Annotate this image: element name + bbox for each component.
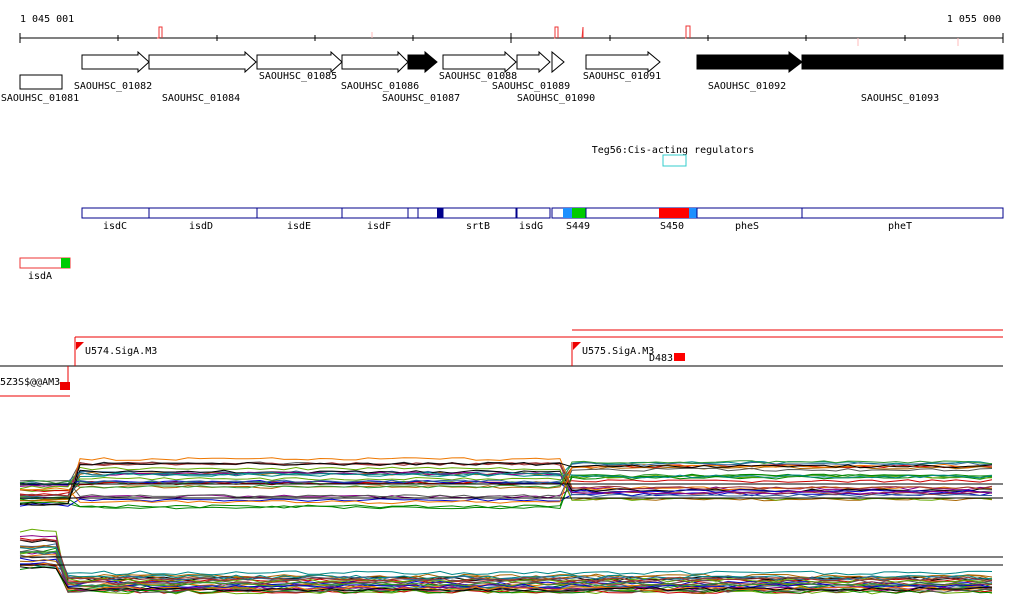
profile-line [19,461,993,506]
scale-start: 1 045 001 [20,14,74,25]
promoter-label: D483 [649,353,673,364]
profile-line [19,471,993,503]
profile-line [19,548,993,594]
profile-line [19,461,993,498]
gene-label: SAOUHSC_01090 [517,93,595,104]
profile-line [19,550,993,583]
gene-label: SAOUHSC_01091 [583,71,661,82]
gene-label: SAOUHSC_01093 [861,93,939,104]
profile-line [19,471,993,486]
feature-label: isdD [189,221,213,232]
regulator-box [662,154,687,167]
profile-line [19,486,993,500]
signal-spikes [157,25,959,46]
profile-line [19,550,993,587]
profile-line [19,473,993,510]
feature-label: pheT [888,221,912,232]
promoter-label: U574.SigA.M3 [85,346,157,357]
gene-label: SAOUHSC_01087 [382,93,460,104]
regulator-label: Teg56:Cis-acting regulators [592,145,755,156]
profile-line [19,475,993,509]
scale-axis [19,33,1004,43]
feature-label: S450 [660,221,684,232]
profile-line [19,563,993,576]
gene-label: SAOUHSC_01086 [341,81,419,92]
expression-profiles [19,457,1003,595]
gene-label: SAOUHSC_01084 [162,93,240,104]
profile-line [19,474,993,492]
feature-label: isdE [287,221,311,232]
operon-label: isdA [28,271,52,282]
gene-track [19,50,1004,90]
profile-line [19,566,993,592]
feature-label: S449 [566,221,590,232]
gene-label: SAOUHSC_01089 [492,81,570,92]
profile-line [19,546,993,580]
profile-line [19,538,993,582]
feature-track [81,207,1004,219]
gene-label: SAOUHSC_01092 [708,81,786,92]
profile-line [19,479,993,494]
profile-line [19,460,993,489]
gene-label: SAOUHSC_01082 [74,81,152,92]
gene-label: SAOUHSC_01088 [439,71,517,82]
scale-end: 1 055 000 [947,14,1001,25]
gene-label: SAOUHSC_01085 [259,71,337,82]
profile-line [19,559,993,579]
feature-label: isdG [519,221,543,232]
gene-label: SAOUHSC_01081 [1,93,79,104]
promoter-label: U575.SigA.M3 [582,346,654,357]
feature-label: isdF [367,221,391,232]
promoter-track [0,329,1003,397]
profile-line [19,467,993,498]
feature-label: srtB [466,221,490,232]
feature-label: pheS [735,221,759,232]
profile-line [19,461,993,497]
feature-label: isdC [103,221,127,232]
profile-line [19,551,993,581]
profile-line [19,460,993,500]
promoter-label: 5Z3S$@@AM3 [0,377,60,388]
profile-line [19,492,993,507]
operon-tss [61,258,70,268]
